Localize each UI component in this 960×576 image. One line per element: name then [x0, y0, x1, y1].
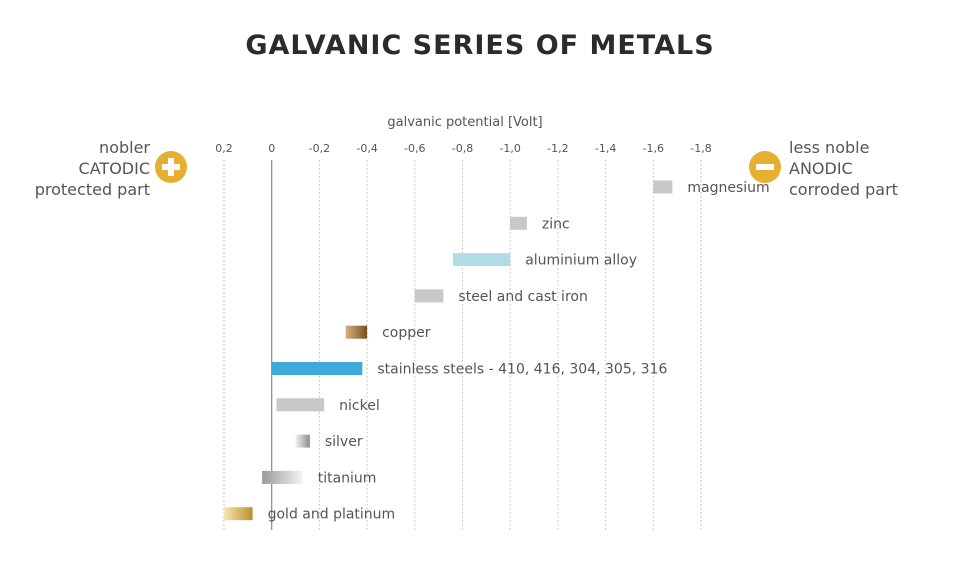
bar-label: aluminium alloy — [525, 253, 637, 269]
bar-label: titanium — [318, 470, 377, 486]
bar-label: zinc — [542, 216, 570, 232]
x-tick-label: 0 — [268, 142, 275, 155]
bar-titanium — [262, 470, 303, 484]
bar-magnesium — [653, 180, 673, 194]
x-tick-label: -0,8 — [452, 142, 473, 155]
bar-steel — [414, 289, 444, 303]
bar-label: gold and platinum — [268, 507, 396, 523]
bar-aluminium — [452, 253, 511, 267]
x-tick-label: -1,8 — [690, 142, 711, 155]
bar-gold — [224, 507, 253, 521]
x-tick-label: -1,2 — [547, 142, 568, 155]
nobler-text: nobler — [99, 138, 150, 157]
x-tick-labels: 0,2 0 -0,2 -0,4 -0,6 -0,8 -1,0 -1,2 -1,4 -1,6 -1,8 — [215, 142, 711, 155]
x-tick-label: 0,2 — [215, 142, 233, 155]
plus-icon — [155, 151, 187, 183]
anodic-text: ANODIC — [789, 159, 853, 178]
x-axis-label: galvanic potential [Volt] — [387, 115, 543, 130]
x-tick-label: -1,0 — [499, 142, 520, 155]
bar-label: nickel — [339, 398, 380, 414]
bars — [224, 180, 673, 521]
less-noble-text: less noble — [789, 138, 870, 157]
x-tick-label: -0,2 — [309, 142, 330, 155]
bar-copper — [345, 325, 368, 339]
grid-lines — [223, 160, 702, 530]
bar-label: silver — [325, 434, 363, 450]
catodic-text: CATODIC — [78, 159, 150, 178]
bar-label: steel and cast iron — [458, 289, 587, 305]
anodic-side-label: less noble ANODIC corroded part — [789, 137, 898, 200]
bar-labels: magnesium zinc aluminium alloy steel and ca… — [268, 180, 770, 523]
bar-label: magnesium — [687, 180, 769, 196]
bar-label: copper — [382, 325, 431, 341]
cathodic-side-label: nobler CATODIC protected part — [35, 137, 150, 200]
x-tick-label: -0,4 — [356, 142, 377, 155]
x-tick-label: -1,6 — [643, 142, 664, 155]
corroded-part-text: corroded part — [789, 180, 898, 199]
bar-label: stainless steels - 410, 416, 304, 305, 3… — [377, 362, 667, 378]
chart-title: GALVANIC SERIES OF METALS — [245, 30, 715, 61]
bar-nickel — [276, 398, 325, 412]
x-tick-label: -0,6 — [404, 142, 425, 155]
bar-silver — [295, 434, 310, 448]
bar-zinc — [510, 216, 527, 230]
protected-part-text: protected part — [34, 180, 150, 199]
minus-icon — [749, 151, 781, 183]
x-tick-label: -1,4 — [595, 142, 616, 155]
bar-stainless — [271, 362, 363, 375]
